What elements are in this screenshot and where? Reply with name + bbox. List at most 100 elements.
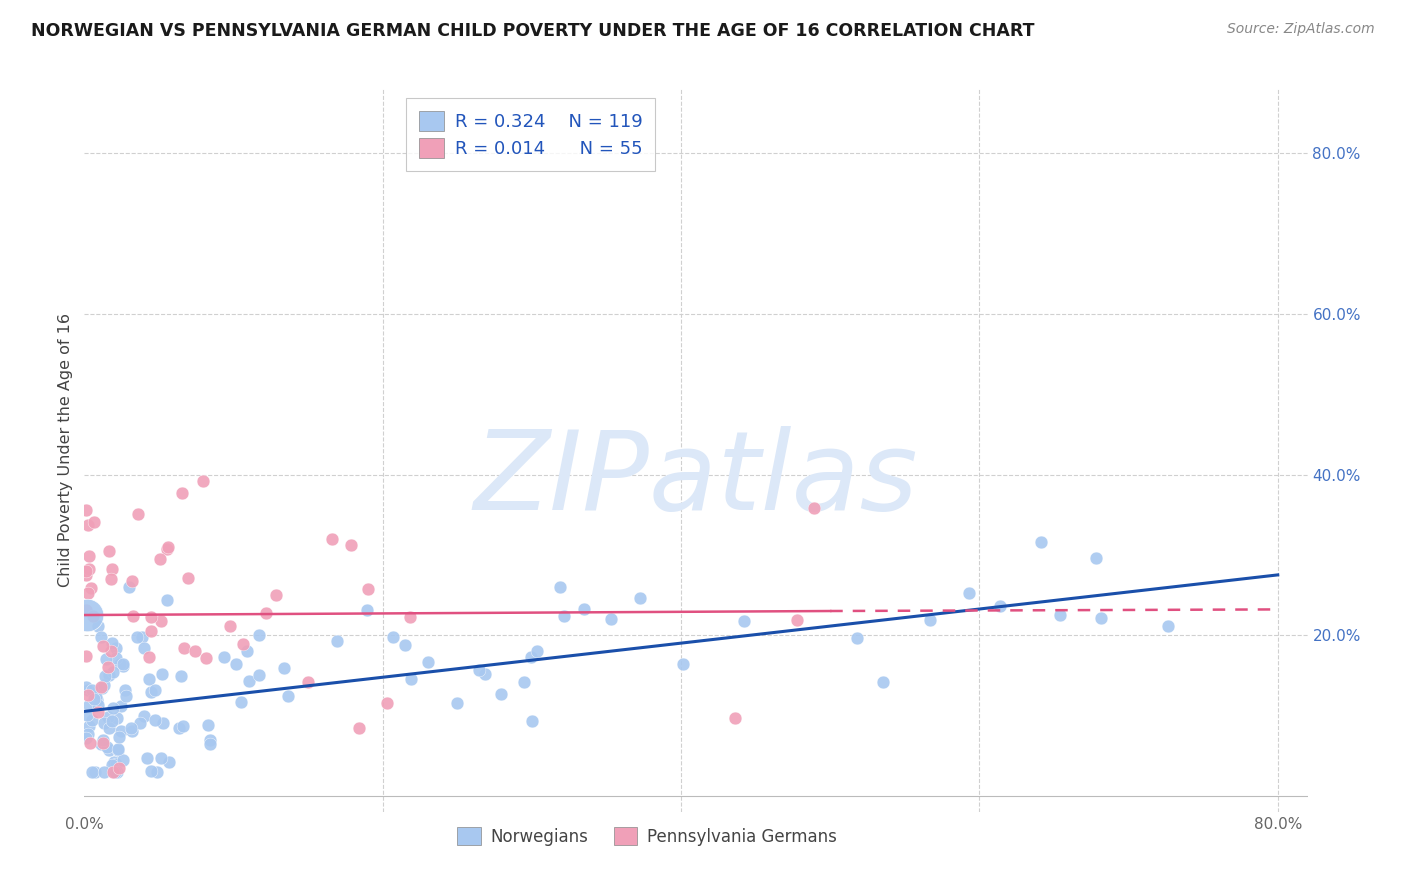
Norwegians [229,695,252,709]
Text: ZIPatlas: ZIPatlas [474,425,918,533]
Pennsylvania Germans [254,606,277,620]
Pennsylvania Germans [108,761,131,775]
Text: NORWEGIAN VS PENNSYLVANIA GERMAN CHILD POVERTY UNDER THE AGE OF 16 CORRELATION C: NORWEGIAN VS PENNSYLVANIA GERMAN CHILD P… [31,22,1035,40]
Pennsylvania Germans [75,565,97,579]
Norwegians [672,657,695,672]
Pennsylvania Germans [321,532,343,546]
Norwegians [90,631,112,645]
Pennsylvania Germans [347,721,370,735]
Pennsylvania Germans [724,711,747,725]
Pennsylvania Germans [177,571,200,585]
Norwegians [553,609,575,624]
Norwegians [76,708,98,723]
Norwegians [149,751,172,765]
Pennsylvania Germans [122,609,145,624]
Norwegians [131,630,153,644]
Norwegians [132,709,155,723]
Norwegians [1049,608,1071,623]
Norwegians [103,755,125,769]
Norwegians [134,640,156,655]
Pennsylvania Germans [80,581,103,595]
Norwegians [103,701,125,715]
Pennsylvania Germans [103,764,125,779]
Norwegians [108,730,131,744]
Pennsylvania Germans [232,637,254,651]
Norwegians [169,669,191,683]
Norwegians [104,764,127,779]
Norwegians [80,682,103,697]
Norwegians [150,667,173,681]
Norwegians [418,655,440,669]
Norwegians [83,692,105,706]
Norwegians [77,719,100,733]
Norwegians [83,764,105,779]
Norwegians [105,756,128,771]
Pennsylvania Germans [156,542,179,557]
Pennsylvania Germans [398,610,420,624]
Norwegians [94,668,117,682]
Norwegians [120,721,142,735]
Norwegians [101,714,124,728]
Pennsylvania Germans [191,475,214,489]
Norwegians [101,665,124,679]
Pennsylvania Germans [339,538,361,552]
Pennsylvania Germans [139,609,162,624]
Norwegians [143,682,166,697]
Norwegians [146,764,169,779]
Legend: Norwegians, Pennsylvania Germans: Norwegians, Pennsylvania Germans [446,815,848,857]
Norwegians [96,651,118,665]
Norwegians [198,733,221,747]
Pennsylvania Germans [264,588,287,602]
Norwegians [399,672,422,686]
Norwegians [114,683,136,698]
Norwegians [277,689,299,703]
Pennsylvania Germans [83,516,105,530]
Norwegians [98,668,121,682]
Norwegians [474,667,496,681]
Pennsylvania Germans [75,603,97,617]
Norwegians [513,675,536,690]
Norwegians [121,723,143,738]
Norwegians [86,690,108,704]
Norwegians [733,614,755,628]
Pennsylvania Germans [101,562,124,576]
Norwegians [115,689,138,703]
Norwegians [198,737,221,751]
Pennsylvania Germans [77,688,100,702]
Point [76,608,98,623]
Norwegians [141,684,163,698]
Norwegians [325,633,347,648]
Norwegians [846,632,869,646]
Norwegians [519,650,541,665]
Norwegians [247,628,270,642]
Norwegians [110,723,132,738]
Norwegians [108,657,131,671]
Pennsylvania Germans [375,696,398,710]
Norwegians [238,673,260,688]
Text: Source: ZipAtlas.com: Source: ZipAtlas.com [1227,22,1375,37]
Norwegians [157,755,180,769]
Norwegians [97,721,120,735]
Norwegians [212,650,235,665]
Pennsylvania Germans [156,540,179,554]
Pennsylvania Germans [75,567,97,582]
Norwegians [138,672,160,686]
Norwegians [548,580,571,594]
Norwegians [1090,611,1112,625]
Norwegians [101,636,124,650]
Norwegians [77,682,100,697]
Norwegians [628,591,651,605]
Norwegians [87,618,110,632]
Pennsylvania Germans [90,680,112,694]
Norwegians [273,660,295,674]
Pennsylvania Germans [172,486,194,500]
Norwegians [156,593,179,607]
Norwegians [152,715,174,730]
Pennsylvania Germans [803,501,825,516]
Norwegians [957,586,980,600]
Y-axis label: Child Poverty Under the Age of 16: Child Poverty Under the Age of 16 [58,313,73,588]
Norwegians [197,718,219,732]
Norwegians [112,659,135,673]
Pennsylvania Germans [173,641,195,656]
Norwegians [129,715,152,730]
